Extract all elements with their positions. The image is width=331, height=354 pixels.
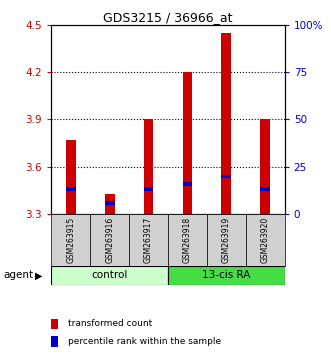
Bar [51,319,58,329]
Bar [168,214,207,266]
Text: GSM263917: GSM263917 [144,217,153,263]
Bar [51,214,90,266]
Bar [105,194,115,214]
Bar [221,33,231,214]
Bar [66,140,75,214]
Bar [260,187,270,191]
Bar [144,119,153,214]
Text: GSM263916: GSM263916 [105,217,114,263]
Text: control: control [91,270,128,280]
Bar [183,72,192,214]
Text: transformed count: transformed count [68,319,152,329]
Bar [144,187,153,191]
Text: GSM263915: GSM263915 [66,217,75,263]
Text: GSM263918: GSM263918 [183,217,192,263]
Bar [129,214,168,266]
Text: 13-cis RA: 13-cis RA [202,270,251,280]
Bar [168,266,285,285]
Bar [51,336,58,347]
Bar [246,214,285,266]
Bar [90,214,129,266]
Bar [183,182,192,186]
Bar [207,214,246,266]
Text: agent: agent [3,270,33,280]
Bar [66,187,75,191]
Text: GSM263919: GSM263919 [222,217,231,263]
Bar [260,119,270,214]
Text: GSM263920: GSM263920 [261,217,270,263]
Bar [221,175,231,178]
Title: GDS3215 / 36966_at: GDS3215 / 36966_at [103,11,233,24]
Bar [51,266,168,285]
Text: percentile rank within the sample: percentile rank within the sample [68,337,221,346]
Bar [105,201,115,205]
Text: ▶: ▶ [35,270,42,280]
